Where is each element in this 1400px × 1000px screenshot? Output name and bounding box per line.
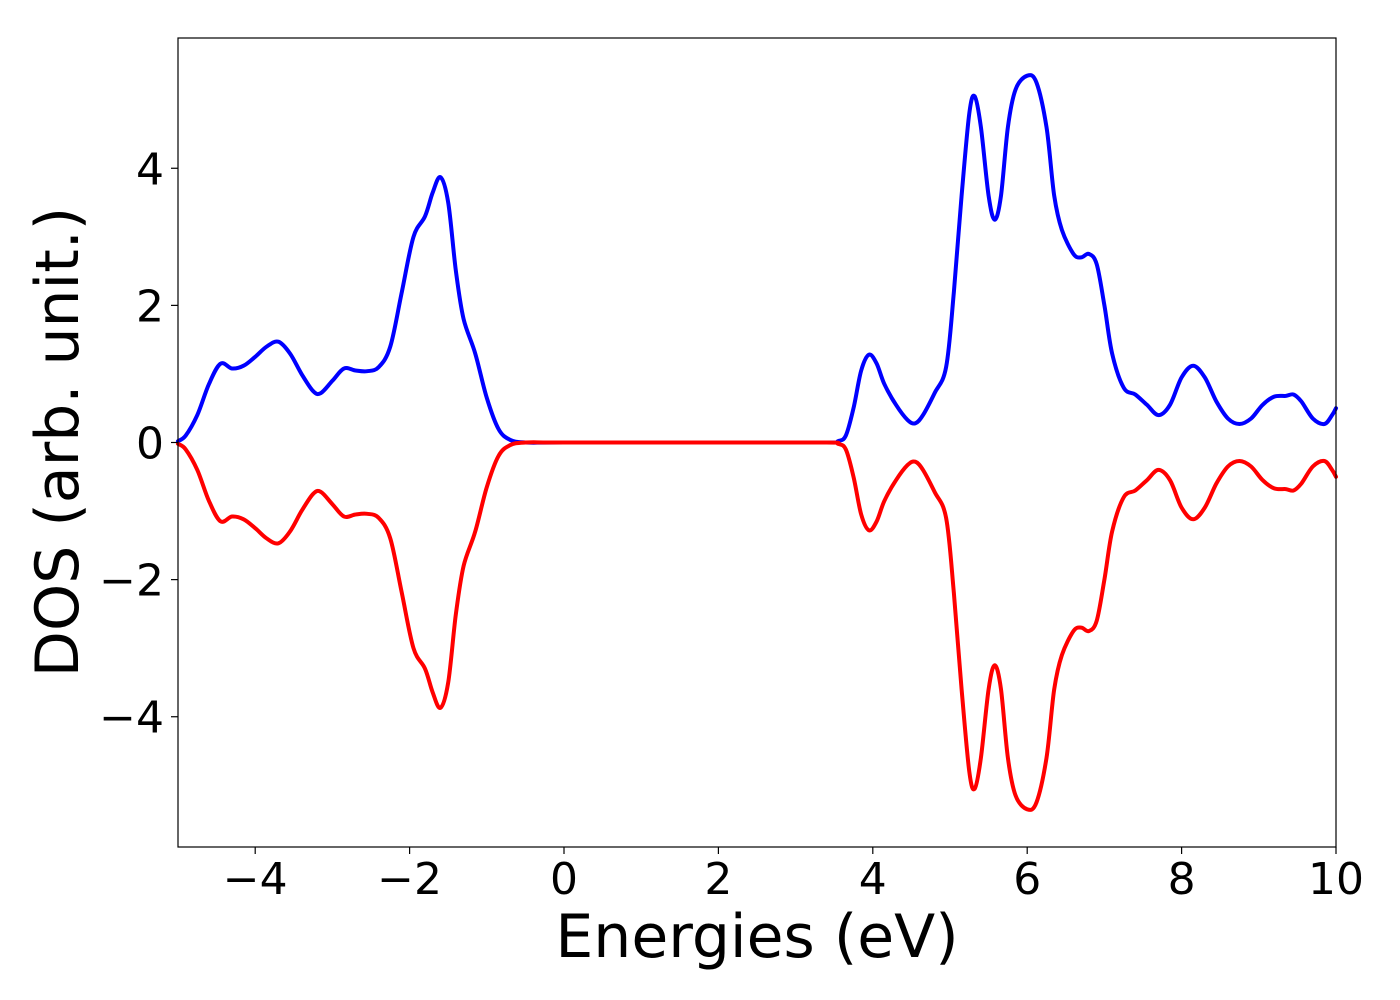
y-tick-label: 0 xyxy=(136,419,164,470)
x-tick-label: 4 xyxy=(859,854,887,905)
x-tick-label: 2 xyxy=(704,854,732,905)
y-axis-label: DOS (arb. unit.) xyxy=(23,207,93,677)
x-tick-label: 8 xyxy=(1168,854,1196,905)
x-tick-label: −2 xyxy=(377,854,442,905)
series-layer xyxy=(176,73,1338,812)
x-tick-label: −4 xyxy=(223,854,288,905)
series-line-2 xyxy=(176,440,1338,812)
tick-layer: −4 −2 0 2 4 6 8 10 −4 −2 0 2 4 xyxy=(99,144,1364,905)
x-tick-label: 10 xyxy=(1308,854,1364,905)
y-tick-label: −4 xyxy=(99,693,164,744)
y-tick-label: 4 xyxy=(136,144,164,195)
y-tick-label: −2 xyxy=(99,556,164,607)
x-tick-label: 6 xyxy=(1013,854,1041,905)
x-axis-label: Energies (eV) xyxy=(555,902,958,972)
x-tick-label: 0 xyxy=(550,854,578,905)
series-line-1 xyxy=(176,73,1338,445)
y-tick-label: 2 xyxy=(136,281,164,332)
